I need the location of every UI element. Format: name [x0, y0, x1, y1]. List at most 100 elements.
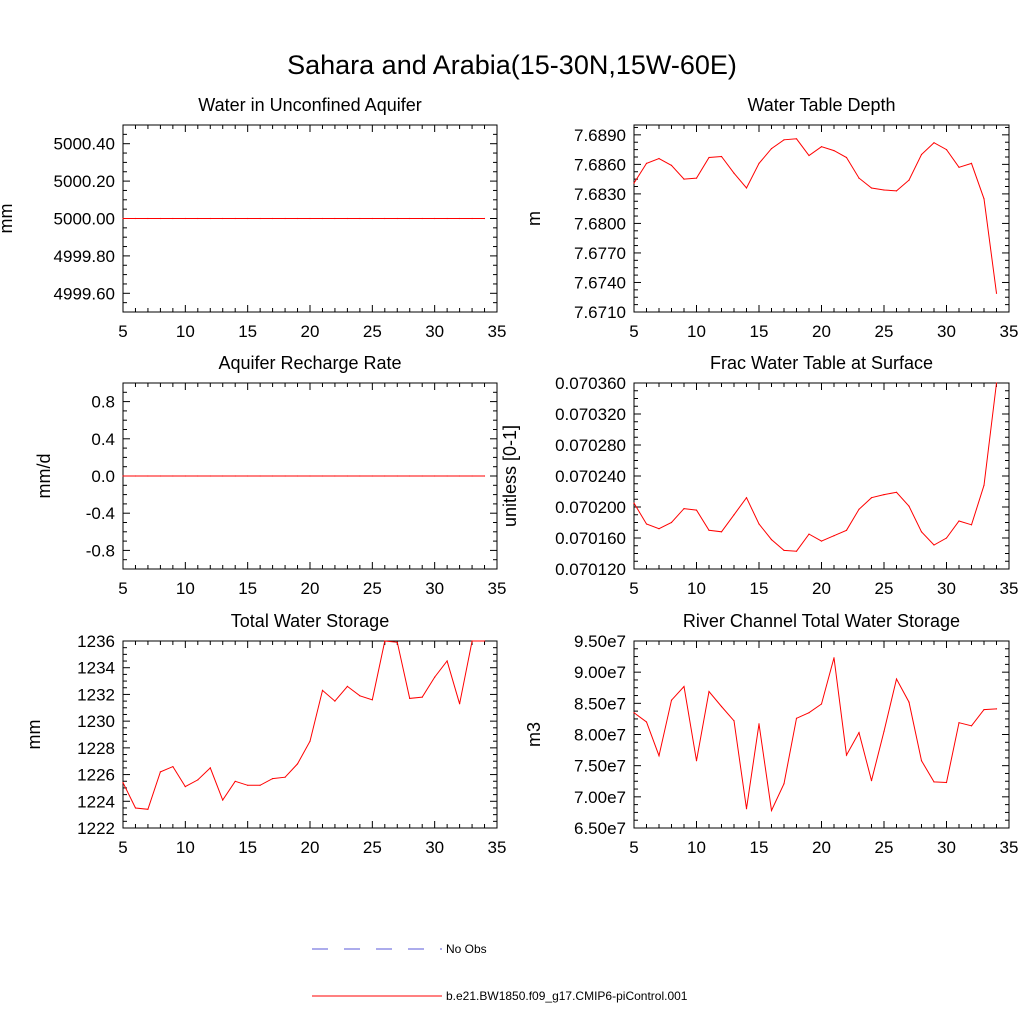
y-tick-label: 0.070240 — [555, 467, 626, 486]
y-tick-label: 1224 — [77, 792, 115, 811]
x-tick-label: 5 — [118, 322, 127, 341]
x-tick-label: 10 — [687, 322, 706, 341]
data-point — [983, 709, 985, 711]
x-tick-label: 20 — [301, 838, 320, 857]
data-point — [483, 475, 486, 477]
data-point — [371, 217, 373, 220]
data-point — [134, 807, 137, 809]
x-tick-label: 15 — [750, 579, 769, 598]
y-tick-label: 0.8 — [91, 393, 115, 412]
data-point — [434, 217, 436, 220]
data-point — [908, 701, 910, 703]
data-point — [334, 700, 336, 702]
data-point — [247, 475, 249, 477]
data-point — [745, 187, 748, 189]
x-tick-label: 20 — [812, 322, 831, 341]
data-point — [920, 531, 923, 533]
y-tick-label: 5000.00 — [54, 210, 115, 229]
y-tick-label: 4999.60 — [54, 284, 115, 303]
data-point — [633, 182, 635, 184]
y-axis-label: unitless [0-1] — [500, 425, 520, 527]
data-point — [883, 189, 885, 191]
data-point — [645, 523, 648, 525]
data-point — [945, 537, 948, 539]
data-point — [933, 781, 935, 783]
y-tick-label: 8.50e7 — [574, 694, 626, 713]
data-point — [933, 544, 935, 546]
data-point — [321, 689, 324, 692]
data-point — [745, 497, 748, 499]
panel-title: Frac Water Table at Surface — [710, 353, 933, 373]
data-point — [184, 786, 186, 788]
data-point — [920, 153, 923, 156]
y-tick-label: 1230 — [77, 712, 115, 731]
y-tick-label: 7.6860 — [574, 155, 626, 174]
y-axis-label: mm — [0, 204, 16, 234]
data-point — [795, 138, 798, 140]
data-point — [695, 760, 698, 762]
y-axis-label: mm — [24, 720, 44, 750]
x-tick-label: 10 — [687, 579, 706, 598]
x-tick-label: 5 — [629, 322, 638, 341]
y-tick-label: 7.6710 — [574, 303, 626, 322]
y-axis-label: mm/d — [34, 454, 54, 499]
x-tick-label: 15 — [238, 322, 257, 341]
data-point — [346, 685, 348, 688]
data-point — [396, 641, 398, 643]
data-point — [720, 531, 723, 533]
data-point — [234, 475, 236, 477]
x-tick-label: 20 — [812, 838, 831, 857]
data-point — [870, 497, 873, 499]
data-point — [658, 755, 660, 757]
y-tick-label: 0.070160 — [555, 529, 626, 548]
legend-obs-label: No Obs — [446, 942, 487, 956]
data-point — [346, 475, 348, 477]
data-point — [633, 502, 635, 504]
data-point — [733, 172, 735, 174]
panel-title: Water in Unconfined Aquifer — [198, 95, 421, 115]
data-point — [645, 162, 648, 164]
data-point — [284, 217, 286, 220]
data-point — [895, 491, 898, 493]
x-tick-label: 35 — [488, 838, 507, 857]
data-point — [147, 808, 149, 810]
data-point — [359, 695, 361, 697]
data-point — [745, 808, 748, 810]
x-tick-label: 35 — [488, 579, 507, 598]
data-point — [122, 475, 124, 477]
data-point — [820, 703, 823, 705]
data-point — [908, 505, 910, 507]
data-point — [720, 705, 723, 708]
data-point — [209, 217, 211, 220]
data-point — [983, 198, 985, 200]
data-point — [409, 697, 411, 700]
x-tick-label: 15 — [238, 838, 257, 857]
data-point — [471, 475, 473, 477]
x-tick-label: 30 — [937, 838, 956, 857]
plot-frame — [633, 124, 1010, 313]
data-point — [172, 766, 174, 768]
data-point — [845, 156, 848, 159]
data-point — [870, 780, 873, 782]
data-point — [958, 166, 960, 168]
x-tick-label: 10 — [176, 838, 195, 857]
x-tick-label: 20 — [301, 579, 320, 598]
x-tick-label: 15 — [750, 322, 769, 341]
data-point — [459, 703, 461, 705]
data-point — [446, 475, 448, 477]
data-point — [670, 521, 673, 524]
data-point — [770, 539, 773, 541]
y-tick-label: 5000.20 — [54, 172, 115, 191]
x-tick-label: 30 — [937, 579, 956, 598]
data-point — [808, 533, 810, 535]
y-tick-label: 0.070320 — [555, 405, 626, 424]
y-axis-label: m3 — [524, 722, 544, 747]
data-point — [833, 657, 835, 659]
y-tick-label: 9.00e7 — [574, 663, 626, 682]
panel-5: Total Water Storage mm 5 10 15 20 25 30 35 1222 12… — [24, 611, 506, 857]
x-tick-label: 25 — [363, 322, 382, 341]
legend: No Obs b.e21.BW1850.f09_g17.CMIP6-piCont… — [312, 942, 688, 1003]
x-tick-label: 25 — [875, 322, 894, 341]
data-point — [421, 217, 423, 220]
data-point — [933, 142, 935, 144]
